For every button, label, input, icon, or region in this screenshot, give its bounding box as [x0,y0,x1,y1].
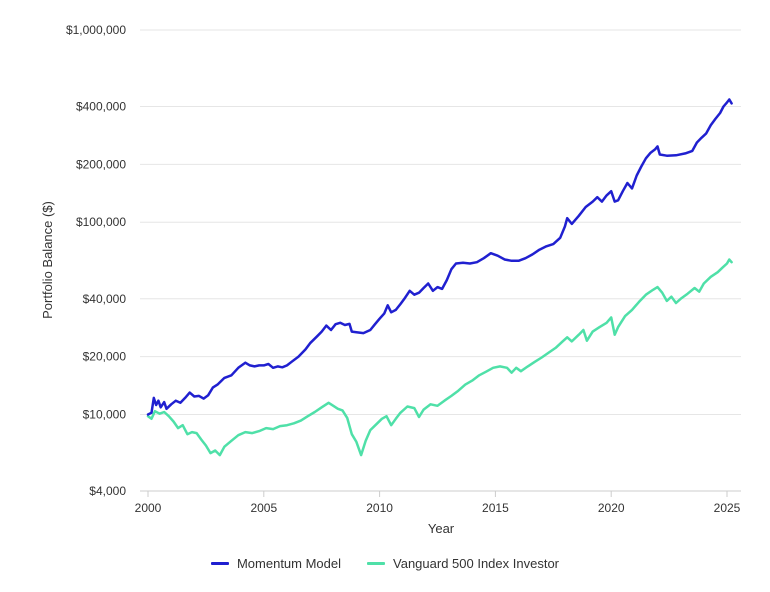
legend-swatch-momentum [210,562,229,565]
series-lines [146,98,733,457]
legend: Momentum Model Vanguard 500 Index Invest… [0,556,770,571]
x-tick-label: 2025 [714,501,741,515]
y-axis-title: Portfolio Balance ($) [40,201,55,319]
y-tick-label: $10,000 [83,407,127,421]
x-tick-label: 2010 [366,501,393,515]
gridlines [140,29,741,492]
legend-item-vanguard[interactable]: Vanguard 500 Index Investor [367,556,559,571]
y-tick-label: $400,000 [76,100,126,114]
y-tick-label: $40,000 [83,292,127,306]
legend-label-vanguard: Vanguard 500 Index Investor [393,556,560,571]
y-tick-label: $100,000 [76,215,126,229]
legend-item-momentum[interactable]: Momentum Model [210,556,342,571]
y-tick-label: $20,000 [83,350,127,364]
y-tick-label: $4,000 [89,484,126,498]
legend-label-momentum: Momentum Model [236,556,342,571]
series-line-vanguard[interactable] [146,258,733,457]
y-axis: $4,000 $10,000 $20,000 $40,000 $100,000 $200,… [66,23,126,498]
y-tick-label: $1,000,000 [66,23,126,37]
x-tick-label: 2000 [135,501,162,515]
x-tick-label: 2005 [250,501,277,515]
x-axis: 2000 2005 2010 2015 2020 2025 [135,491,741,515]
legend-swatch-vanguard [367,562,386,565]
x-axis-title: Year [428,521,455,536]
x-tick-label: 2015 [482,501,509,515]
series-line-momentum[interactable] [146,98,733,416]
x-tick-label: 2020 [598,501,625,515]
y-tick-label: $200,000 [76,157,126,171]
